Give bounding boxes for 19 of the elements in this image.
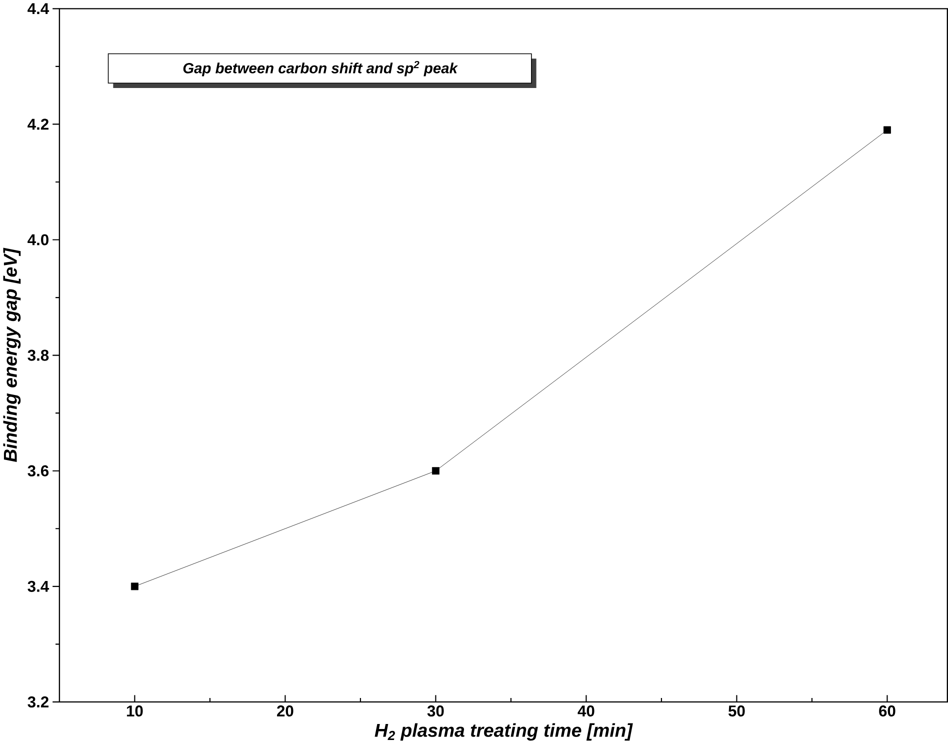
x-tick-label: 40: [578, 705, 594, 717]
x-tick-label: 30: [427, 705, 444, 717]
y-axis-title: Binding energy gap [eV]: [3, 248, 21, 462]
point: [432, 467, 440, 475]
y-tick-label: 4.0: [28, 234, 48, 246]
y-tick-label: 3.2: [28, 696, 48, 708]
y-tick-label: 3.4: [28, 580, 50, 592]
x-axis-title: H$_{2}$ plasma treating time [min]: [374, 723, 633, 741]
y-tick-label: 4.4: [28, 3, 50, 14]
y-tick-label: 3.8: [28, 350, 49, 361]
x-tick-label: 10: [126, 705, 143, 717]
point: [130, 582, 138, 590]
y-tick-label: 4.2: [28, 118, 48, 130]
x-tick-label: 20: [277, 705, 294, 717]
x-tick-label: 60: [879, 705, 896, 717]
x-tick-label: 50: [728, 705, 745, 717]
y-tick-label: 3.6: [28, 465, 49, 476]
point: [884, 126, 891, 134]
text: Gap between carbon shift and sp$^{2}$ peak: [183, 61, 458, 76]
